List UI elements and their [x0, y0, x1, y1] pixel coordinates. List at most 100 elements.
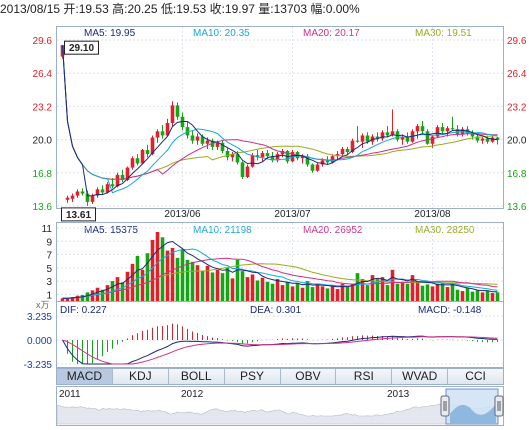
volume-bar	[180, 249, 185, 301]
volume-bar	[155, 231, 160, 301]
volume-pane[interactable]	[56, 222, 504, 302]
volume-bar	[455, 289, 460, 301]
tab-cci[interactable]: CCI	[465, 369, 486, 383]
volume-bar	[420, 285, 425, 301]
macd-y-tick: 3.235	[27, 312, 52, 323]
candle-body	[475, 136, 480, 141]
macd-dea-line	[62, 336, 498, 365]
candle-body	[270, 156, 275, 161]
price-ma10-line	[62, 45, 498, 194]
quote-volume: 13703	[273, 2, 307, 16]
price-y-tick-right: 29.6	[507, 36, 527, 47]
navigator-selection-area	[450, 404, 496, 424]
volume-y-tick: 3	[46, 277, 52, 288]
volume-bar	[70, 297, 75, 301]
tab-kdj[interactable]: KDJ	[113, 369, 169, 384]
volume-bar	[360, 279, 365, 301]
volume-bar	[125, 271, 130, 301]
volume-y-tick: 5	[46, 264, 52, 275]
macd-pane[interactable]	[56, 302, 504, 368]
macd-legend-macd: MACD: -0.148	[418, 305, 482, 316]
candle-body	[95, 189, 100, 196]
volume-bar	[410, 275, 415, 301]
navigator-left-handle[interactable]	[440, 395, 450, 417]
min-price-label: 13.61	[66, 210, 91, 221]
candle-body	[195, 136, 200, 141]
candle-body	[240, 162, 245, 177]
tab-psy[interactable]: PSY	[225, 369, 281, 384]
volume-legend-ma10: MA10: 21198	[193, 225, 252, 236]
tab-rsi[interactable]: RSI	[336, 369, 393, 384]
candle-body	[415, 126, 420, 132]
tab-boll[interactable]: BOLL	[169, 369, 225, 384]
navigator-year-2013: 2013	[387, 389, 410, 400]
candle-body	[175, 105, 180, 117]
candle-body	[230, 154, 235, 158]
candle-body	[100, 189, 105, 193]
candle-body	[125, 167, 130, 181]
price-pane[interactable]	[56, 26, 504, 209]
candle-body	[365, 135, 370, 142]
volume-bar	[445, 287, 450, 301]
candle-body	[215, 142, 220, 147]
volume-bar	[160, 237, 165, 301]
volume-bar	[390, 269, 395, 301]
volume-bar	[330, 285, 335, 301]
candle-body	[350, 140, 355, 153]
candle-body	[160, 131, 165, 136]
candle-body	[425, 131, 430, 144]
candle-body	[65, 197, 70, 200]
candle-body	[145, 149, 150, 155]
volume-bar	[280, 285, 285, 301]
volume-bar	[265, 281, 270, 301]
price-y-tick-right: 23.2	[507, 102, 527, 113]
x-tick-label: 2013/06	[164, 209, 201, 220]
candle-body	[235, 154, 240, 163]
volume-bar	[80, 295, 85, 301]
price-y-tick-left: 29.6	[33, 36, 53, 47]
macd-legend-dea: DEA: 0.301	[250, 305, 302, 316]
volume-bar	[235, 259, 240, 301]
candle-body	[495, 137, 500, 140]
volume-bar	[200, 270, 205, 301]
x-tick-label: 2013/07	[274, 209, 311, 220]
price-y-tick-right: 20.0	[507, 136, 527, 147]
indicator-tabs[interactable]: MACD KDJ BOLL PSY OBV RSI WVAD CCI	[56, 368, 504, 385]
volume-bar	[225, 267, 230, 301]
candle-body	[140, 149, 145, 164]
price-ma5-line	[62, 45, 498, 197]
navigator-right-handle[interactable]	[494, 395, 504, 417]
volume-unit: x万	[36, 300, 50, 310]
candle-body	[130, 158, 135, 168]
volume-y-tick: 9	[46, 237, 52, 248]
candle-body	[470, 133, 475, 137]
volume-bar	[385, 285, 390, 301]
price-y-tick-left: 26.4	[33, 69, 53, 80]
volume-bar	[270, 283, 275, 301]
price-legend-ma10: MA10: 20.35	[193, 28, 250, 39]
volume-bar	[490, 293, 495, 301]
volume-bar	[120, 282, 125, 301]
candle-body	[435, 127, 440, 137]
volume-bar	[300, 287, 305, 301]
volume-bar	[60, 298, 65, 301]
tab-macd[interactable]: MACD	[57, 369, 113, 384]
tab-obv[interactable]: OBV	[281, 369, 337, 384]
volume-ma5-line	[62, 240, 498, 299]
volume-bar	[195, 265, 200, 301]
volume-bar	[305, 281, 310, 301]
candle-body	[340, 148, 345, 155]
candle-body	[75, 191, 80, 196]
volume-bar	[275, 279, 280, 301]
candle-body	[170, 105, 175, 123]
volume-bar	[405, 283, 410, 301]
candle-body	[70, 195, 75, 199]
volume-bar	[145, 253, 150, 301]
volume-bar	[190, 261, 195, 301]
candle-body	[355, 140, 360, 142]
volume-ma20-line	[62, 257, 498, 299]
tab-wvad[interactable]: WVAD	[392, 369, 449, 384]
candle-body	[105, 184, 110, 193]
volume-bar	[425, 284, 430, 301]
